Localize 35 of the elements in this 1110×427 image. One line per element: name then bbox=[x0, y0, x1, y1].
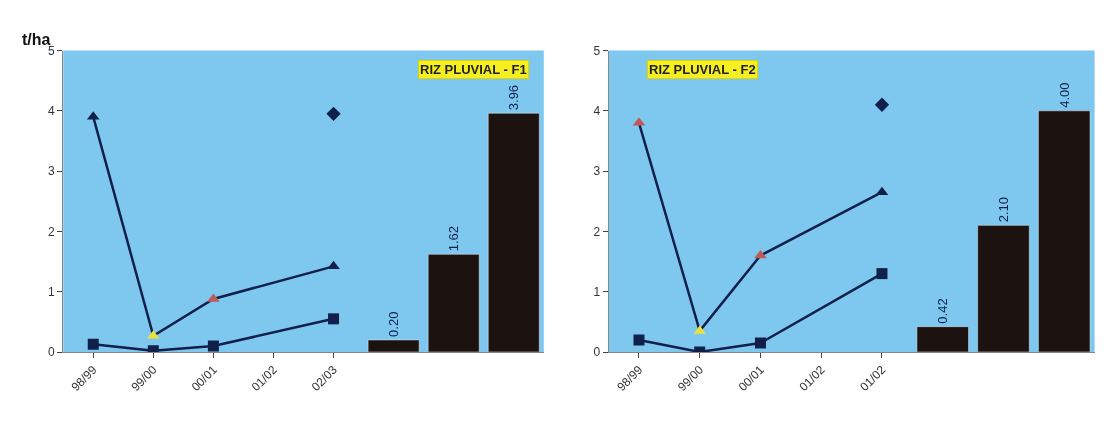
point bbox=[327, 260, 340, 270]
y-tick-label: 0 bbox=[593, 345, 601, 360]
bar bbox=[367, 339, 420, 352]
bar bbox=[487, 112, 540, 352]
y-tick-label: 2 bbox=[48, 224, 56, 239]
bar bbox=[1038, 110, 1091, 352]
data-label: 4.00 bbox=[1056, 82, 1072, 108]
point bbox=[876, 268, 888, 280]
y-tick-label: 3 bbox=[48, 164, 56, 179]
bar bbox=[916, 326, 969, 352]
y-axis-title: t/ha bbox=[22, 31, 51, 48]
y-tick-label: 2 bbox=[593, 224, 601, 239]
y-tick-label: 0 bbox=[48, 345, 56, 360]
y-tick-label: 3 bbox=[593, 164, 601, 179]
data-label: 3.96 bbox=[506, 84, 522, 111]
point bbox=[207, 340, 219, 352]
point bbox=[754, 337, 766, 349]
y-tick-label: 1 bbox=[48, 284, 56, 299]
y-tick-label: 1 bbox=[593, 284, 601, 299]
point bbox=[326, 106, 341, 121]
text: RIZ PLUVIAL - F1 bbox=[420, 62, 527, 77]
point bbox=[633, 334, 645, 346]
y-tick-label: 4 bbox=[593, 104, 601, 118]
point bbox=[874, 97, 890, 112]
data-label: 1.62 bbox=[446, 226, 462, 252]
bar bbox=[977, 225, 1030, 352]
point bbox=[328, 313, 340, 325]
data-label: 2.10 bbox=[995, 197, 1011, 223]
y-tick-label: 4 bbox=[48, 104, 56, 118]
text: RIZ PLUVIAL - F2 bbox=[649, 62, 756, 77]
data-label: 0.42 bbox=[935, 298, 951, 324]
bar bbox=[427, 254, 480, 352]
point bbox=[87, 338, 99, 350]
y-tick-label: 5 bbox=[593, 43, 601, 58]
data-label: 0.20 bbox=[386, 311, 402, 337]
